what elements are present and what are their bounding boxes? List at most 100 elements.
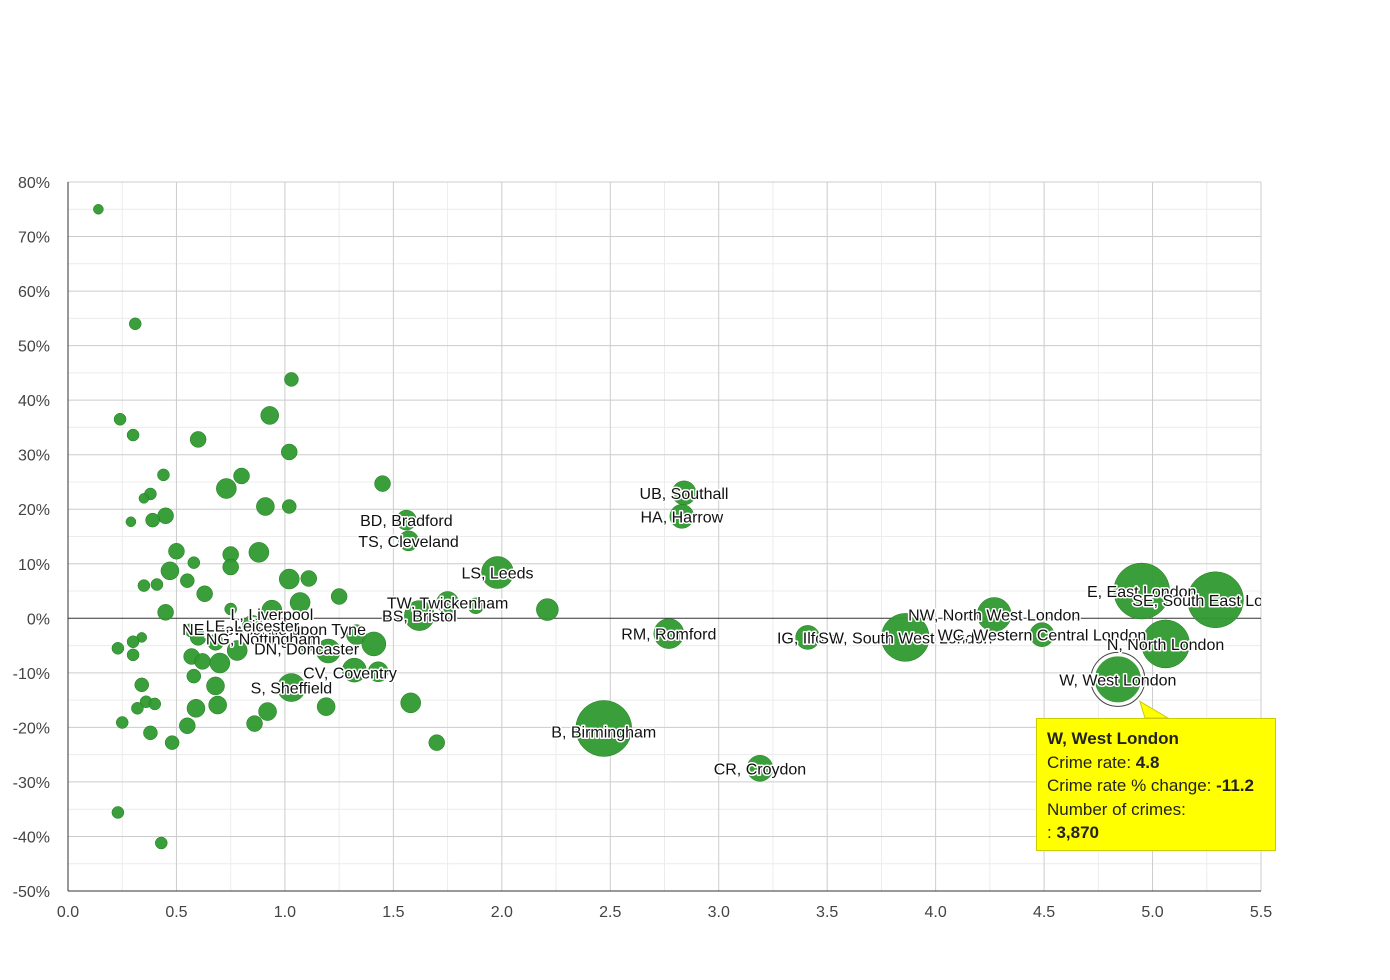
bubble[interactable]	[342, 657, 367, 683]
bubble[interactable]	[289, 592, 311, 613]
bubble[interactable]	[126, 428, 140, 442]
bubble[interactable]	[246, 715, 263, 732]
bubble[interactable]	[258, 702, 277, 721]
bubble[interactable]	[209, 652, 231, 674]
bubble[interactable]	[467, 597, 485, 615]
bubble[interactable]	[138, 493, 150, 504]
bubble[interactable]	[186, 699, 206, 718]
bubble[interactable]	[111, 806, 125, 819]
bubble[interactable]	[194, 653, 211, 670]
bubble[interactable]	[575, 700, 633, 757]
bubble[interactable]	[316, 697, 336, 716]
bubble[interactable]	[536, 598, 559, 621]
bubble[interactable]	[179, 717, 196, 734]
bubble[interactable]	[113, 412, 127, 426]
bubble[interactable]	[248, 542, 270, 563]
bubble[interactable]	[297, 633, 316, 653]
bubble[interactable]	[436, 591, 459, 614]
x-tick-label: 4.0	[925, 904, 947, 921]
bubble[interactable]	[233, 467, 250, 485]
bubble[interactable]	[653, 618, 685, 649]
bubble[interactable]	[126, 635, 140, 649]
bubble[interactable]	[277, 673, 306, 702]
point-label: CV, Coventry	[303, 665, 397, 682]
bubble[interactable]	[224, 602, 237, 616]
bubble[interactable]	[400, 692, 421, 714]
bubble[interactable]	[157, 507, 174, 525]
bubble[interactable]	[284, 372, 299, 387]
bubble[interactable]	[1029, 622, 1055, 647]
bubble[interactable]	[281, 499, 297, 514]
bubble[interactable]	[206, 676, 225, 696]
bubble[interactable]	[256, 497, 275, 516]
bubble[interactable]	[143, 725, 158, 741]
point-label: E, East London	[1087, 584, 1196, 601]
bubble[interactable]	[226, 640, 248, 661]
y-tick-label: 30%	[18, 448, 50, 465]
bubble[interactable]	[128, 317, 142, 331]
bubble[interactable]	[367, 661, 389, 683]
point-label: NE, Newcastle upon Tyne	[182, 622, 366, 639]
bubble[interactable]	[115, 716, 129, 729]
bubble[interactable]	[669, 504, 695, 529]
bubble[interactable]	[428, 734, 445, 751]
bubble[interactable]	[1113, 562, 1170, 620]
bubble[interactable]	[157, 468, 170, 482]
bubble[interactable]	[746, 755, 774, 782]
bubble[interactable]	[126, 648, 140, 662]
bubble[interactable]	[222, 558, 239, 576]
bubble[interactable]	[316, 638, 341, 664]
x-tick-label: 0.0	[57, 904, 79, 921]
tooltip-rate-label: Crime rate:	[1047, 752, 1136, 772]
bubble[interactable]	[1187, 571, 1244, 629]
bubble[interactable]	[155, 836, 168, 850]
bubble[interactable]	[396, 509, 417, 531]
bubble[interactable]	[180, 573, 195, 588]
point-label: SE, South East London	[1132, 593, 1298, 610]
bubble[interactable]	[881, 613, 930, 662]
bubble[interactable]	[398, 530, 419, 552]
bubble[interactable]	[481, 556, 514, 589]
bubble[interactable]	[93, 204, 104, 215]
bubble[interactable]	[145, 512, 160, 528]
bubble[interactable]	[186, 668, 202, 684]
bubble[interactable]	[207, 634, 224, 651]
bubble[interactable]	[137, 579, 151, 592]
bubble[interactable]	[374, 475, 391, 492]
bubble[interactable]	[278, 568, 300, 590]
bubble[interactable]	[187, 556, 201, 569]
bubble[interactable]	[330, 588, 348, 605]
bubble[interactable]	[164, 735, 180, 750]
bubble[interactable]	[111, 642, 125, 655]
bubble[interactable]	[976, 597, 1012, 632]
x-tick-label: 4.5	[1033, 904, 1055, 921]
point-label: B, Birmingham	[551, 725, 656, 742]
bubble[interactable]	[216, 478, 237, 499]
bubble[interactable]	[1141, 619, 1190, 669]
bubble[interactable]	[261, 599, 283, 621]
bubble[interactable]	[189, 629, 207, 646]
bubble[interactable]	[254, 623, 272, 641]
bubble[interactable]	[134, 677, 149, 693]
bubble[interactable]	[280, 443, 298, 461]
bubble[interactable]	[300, 570, 318, 587]
bubble[interactable]	[125, 516, 137, 528]
bubble[interactable]	[150, 578, 164, 591]
bubble[interactable]	[208, 695, 227, 715]
bubble[interactable]	[160, 561, 180, 581]
point-labels: UB, Southall HA, Harrow BD, Bradford TS, Cl…	[181, 484, 1298, 779]
bubble[interactable]	[148, 697, 162, 711]
point-label: S, Sheffield	[251, 681, 333, 698]
x-tick-label: 0.5	[165, 904, 187, 921]
bubble[interactable]	[260, 406, 279, 425]
bubble[interactable]	[157, 604, 174, 621]
bubble[interactable]	[361, 631, 387, 657]
bubble[interactable]	[196, 585, 213, 603]
bubble[interactable]	[404, 600, 435, 631]
y-tick-label: 20%	[18, 502, 50, 519]
bubble[interactable]	[131, 702, 144, 715]
bubble[interactable]	[189, 431, 207, 448]
point-label: IG, Ilford	[777, 630, 838, 647]
bubble[interactable]	[795, 625, 820, 650]
bubble[interactable]	[168, 542, 185, 560]
